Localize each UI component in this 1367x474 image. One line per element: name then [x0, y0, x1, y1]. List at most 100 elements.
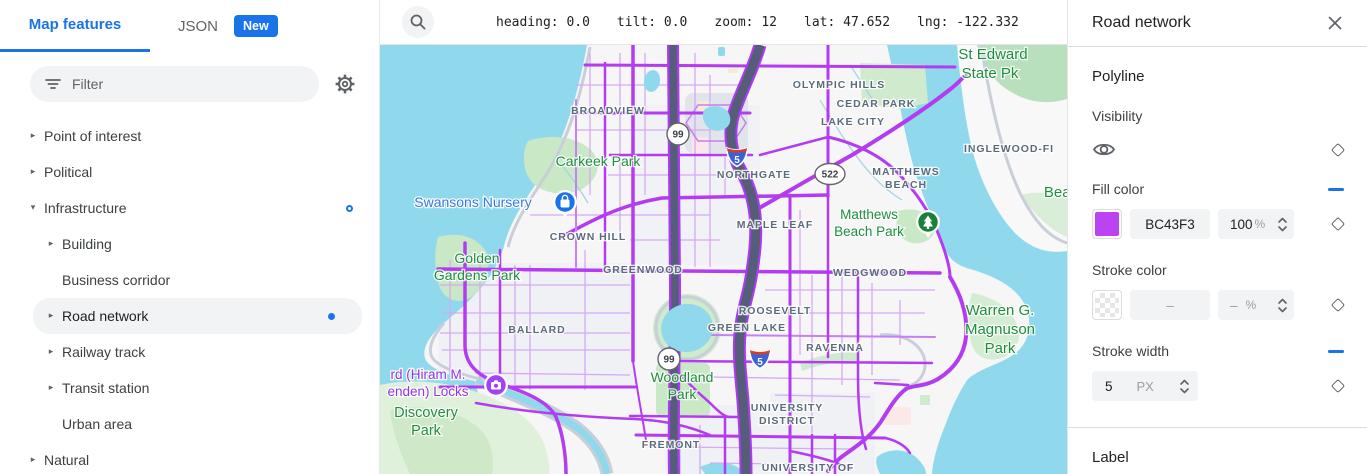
map-label: CROWN HILL: [550, 231, 627, 243]
panel-title: Road network: [1092, 14, 1191, 31]
new-badge: New: [234, 15, 278, 37]
map-label: NORTHGATE: [717, 169, 791, 181]
fill-opacity-input[interactable]: 100%: [1218, 209, 1294, 239]
route-shield-99: 99: [657, 347, 681, 371]
collapse-arrow-icon[interactable]: ▸: [48, 347, 54, 357]
map-label: BROADVIEW: [571, 105, 645, 117]
bitter-lake: [643, 70, 661, 92]
tree-item-political[interactable]: ▸ Political: [0, 154, 379, 190]
tree-item-transit-station[interactable]: ▸ Transit station: [0, 370, 379, 406]
close-icon: [1328, 16, 1342, 30]
stroke-hex-input[interactable]: –: [1130, 290, 1210, 320]
map-label: FREMONT: [642, 439, 701, 451]
readout-heading: heading: 0.0: [496, 14, 590, 30]
stroke-color-inherit-diamond[interactable]: [1330, 297, 1346, 313]
panel-close-button[interactable]: [1323, 11, 1347, 35]
collapse-arrow-icon[interactable]: ▸: [48, 239, 54, 249]
svg-text:99: 99: [672, 130, 684, 141]
expand-arrow-icon[interactable]: ▾: [30, 203, 36, 213]
search-icon: [410, 14, 426, 30]
map-label: DISTRICT: [759, 415, 815, 427]
map-label: Golden: [454, 250, 499, 266]
map-canvas[interactable]: BROADVIEW CROWN HILL GREENWOOD BALLARD FREMO…: [380, 43, 1080, 474]
fill-opacity-stepper[interactable]: [1277, 216, 1288, 233]
tree-item-infrastructure[interactable]: ▾ Infrastructure: [0, 190, 379, 226]
route-shield-99: 99: [666, 122, 690, 146]
map-label: rd (Hiram M.: [391, 367, 466, 382]
map-search-button[interactable]: [402, 6, 434, 38]
collapse-arrow-icon[interactable]: ▸: [30, 455, 36, 465]
readout-tilt: tilt: 0.0: [616, 14, 688, 30]
collapse-arrow-icon[interactable]: ▸: [30, 131, 36, 141]
fill-hex-input[interactable]: BC43F3: [1130, 209, 1210, 239]
features-sidebar: Map features JSON New Filter: [0, 0, 380, 474]
tree-item-road-network[interactable]: ▸ Road network: [33, 298, 362, 334]
map-label: Magnuson: [965, 321, 1035, 338]
map-label: OLYMPIC HILLS: [793, 79, 885, 91]
swansons-nursery-marker[interactable]: [553, 190, 577, 218]
map-label: Woodland: [651, 369, 714, 385]
tree-item-natural[interactable]: ▸ Natural: [0, 442, 379, 474]
map-label: INGLEWOOD-FI: [964, 143, 1054, 155]
readout-lat: lat: 47.652: [804, 14, 891, 30]
map-label: Warren G.: [966, 302, 1035, 319]
tree-item-building[interactable]: ▸ Building: [0, 226, 379, 262]
filter-icon: [45, 79, 61, 89]
stroke-width-inherit-diamond[interactable]: [1330, 378, 1346, 394]
tree-item-railway-track[interactable]: ▸ Railway track: [0, 334, 379, 370]
map-label: MATTHEWS: [872, 166, 939, 178]
stroke-width-input[interactable]: 5 PX: [1092, 371, 1198, 401]
sidebar-tabbar: Map features JSON New: [0, 0, 379, 52]
stroke-width-remove-dash-button[interactable]: [1328, 349, 1344, 353]
panel-divider: [1068, 427, 1367, 428]
map-label: MAPLE LEAF: [737, 219, 814, 231]
tree-item-point-of-interest[interactable]: ▸ Point of interest: [0, 118, 379, 154]
readout-lng: lng: -122.332: [917, 14, 1019, 30]
stroke-width-label: Stroke width: [1092, 343, 1170, 359]
fill-inherit-diamond[interactable]: [1330, 216, 1346, 232]
map-label: Matthews: [840, 207, 898, 222]
map-label: enden) Locks: [387, 384, 468, 399]
puget-sound: [380, 45, 587, 399]
map-label: Beac: [1044, 184, 1067, 201]
ballard-locks-marker[interactable]: [484, 373, 508, 401]
tree-item-label: Railway track: [62, 344, 146, 360]
collapse-arrow-icon[interactable]: ▸: [30, 167, 36, 177]
visibility-label: Visibility: [1092, 108, 1143, 124]
tree-item-urban-area[interactable]: Urban area: [0, 406, 379, 442]
stroke-width-value: 5: [1105, 378, 1113, 394]
visibility-eye-button[interactable]: [1092, 141, 1116, 158]
haller-lake: [702, 106, 731, 131]
readout-zoom: zoom: 12: [714, 14, 777, 30]
tab-map-features[interactable]: Map features: [0, 0, 150, 52]
stroke-opacity-input[interactable]: –%: [1218, 290, 1294, 320]
matthews-beach-park-marker[interactable]: [916, 210, 940, 238]
tree-item-business-corridor[interactable]: Business corridor: [0, 262, 379, 298]
filter-input[interactable]: Filter: [30, 66, 319, 102]
stroke-width-stepper[interactable]: [1179, 378, 1190, 395]
partial-style-ring-indicator: [346, 204, 353, 212]
svg-text:5: 5: [734, 155, 740, 166]
svg-text:522: 522: [822, 170, 839, 181]
collapse-arrow-icon[interactable]: ▸: [48, 311, 54, 321]
polyline-heading: Polyline: [1092, 68, 1145, 85]
magnuson-park-area: [968, 293, 1020, 360]
fill-color-swatch[interactable]: [1092, 209, 1122, 239]
map-label: Discovery: [394, 405, 458, 421]
fill-remove-dash-button[interactable]: [1328, 187, 1344, 191]
tree-item-label: Business corridor: [62, 272, 171, 288]
collapse-arrow-icon[interactable]: ▸: [48, 383, 54, 393]
stroke-color-label: Stroke color: [1092, 262, 1167, 278]
tab-json[interactable]: JSON: [178, 17, 219, 35]
style-panel: Road network Polyline Visibility: [1067, 0, 1367, 474]
settings-gear-button[interactable]: [333, 72, 357, 96]
map-label: ROOSEVELT: [739, 305, 811, 317]
stroke-opacity-stepper[interactable]: [1277, 297, 1288, 314]
route-shield-5: 5: [726, 146, 748, 168]
label-heading: Label: [1092, 449, 1129, 466]
stroke-color-swatch[interactable]: [1092, 290, 1122, 320]
fill-opacity-value: 100: [1230, 216, 1253, 232]
map-label: Gardens Park: [434, 267, 521, 283]
visibility-inherit-diamond[interactable]: [1330, 142, 1346, 157]
tree-item-label: Infrastructure: [44, 200, 127, 216]
